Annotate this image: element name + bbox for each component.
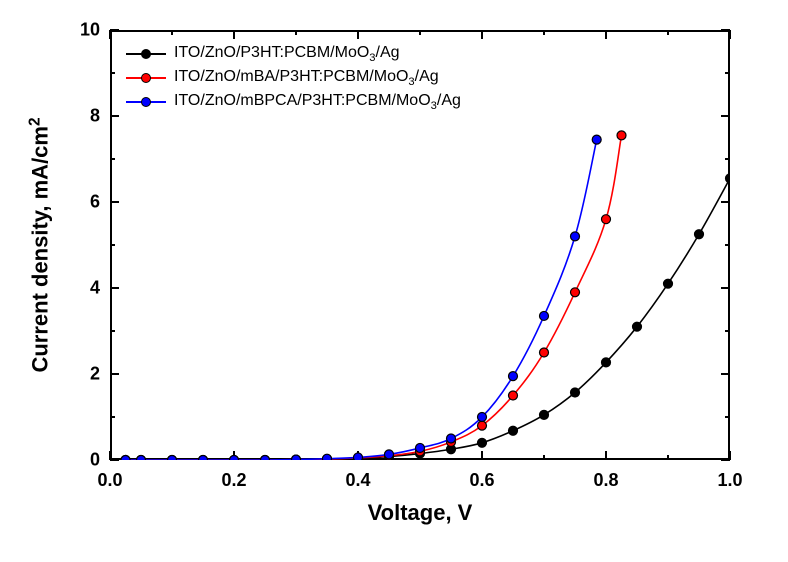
series-marker-2 (261, 456, 270, 465)
series-marker-2 (292, 455, 301, 464)
series-marker-2 (230, 456, 239, 465)
series-marker-0 (540, 410, 549, 419)
series-marker-1 (540, 348, 549, 357)
series-marker-2 (168, 456, 177, 465)
series-marker-2 (137, 456, 146, 465)
series-marker-0 (571, 388, 580, 397)
series-marker-1 (571, 288, 580, 297)
series-marker-2 (199, 456, 208, 465)
series-marker-2 (121, 456, 130, 465)
series-marker-2 (478, 413, 487, 422)
series-marker-1 (509, 391, 518, 400)
series-line-2 (126, 140, 597, 460)
series-line-0 (126, 178, 731, 460)
series-marker-0 (695, 230, 704, 239)
series-marker-0 (633, 322, 642, 331)
series-marker-0 (602, 358, 611, 367)
series-marker-0 (478, 438, 487, 447)
jv-chart: Voltage, V Current density, mA/cm2 ITO/Z… (0, 0, 788, 562)
series-marker-1 (617, 131, 626, 140)
series-marker-0 (726, 174, 735, 183)
series-marker-2 (592, 135, 601, 144)
series-marker-2 (354, 453, 363, 462)
series-marker-0 (509, 426, 518, 435)
series-marker-1 (478, 421, 487, 430)
series-marker-2 (323, 454, 332, 463)
series-marker-2 (447, 434, 456, 443)
series-marker-1 (602, 215, 611, 224)
series-marker-2 (571, 232, 580, 241)
series-marker-0 (664, 279, 673, 288)
series-marker-2 (385, 450, 394, 459)
series-marker-2 (416, 443, 425, 452)
series-marker-2 (540, 311, 549, 320)
series-layer (0, 0, 788, 562)
series-marker-2 (509, 372, 518, 381)
